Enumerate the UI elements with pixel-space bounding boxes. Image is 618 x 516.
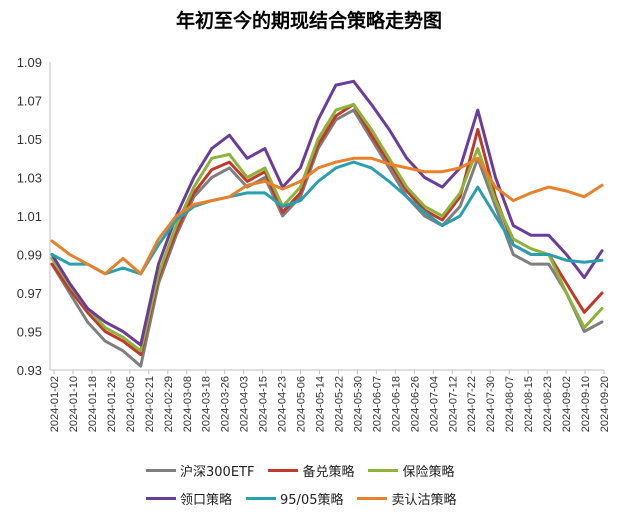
x-tick-label: 2024-01-18 bbox=[87, 376, 99, 432]
x-tick-label: 2024-08-07 bbox=[504, 376, 516, 432]
x-tick-label: 2024-07-22 bbox=[466, 376, 478, 432]
x-tick-label: 2024-05-14 bbox=[315, 376, 327, 432]
x-tick-label: 2024-08-23 bbox=[542, 376, 554, 432]
chart-title: 年初至今的期现结合策略走势图 bbox=[175, 10, 442, 32]
series-line-4 bbox=[50, 79, 604, 347]
y-tick-label: 0.95 bbox=[17, 325, 42, 340]
x-tick-label: 2024-03-08 bbox=[182, 376, 194, 432]
legend-row: 领口策略 95/05策略 卖认沽策略 bbox=[146, 488, 471, 508]
x-tick-label: 2024-04-23 bbox=[277, 376, 289, 432]
x-tick-label: 2024-05-22 bbox=[333, 376, 345, 432]
plot-area: 0.93 0.95 0.97 0.99 1.01 1.03 1.05 1.07 1.09 2024… bbox=[17, 55, 611, 432]
y-tick-label: 0.99 bbox=[17, 248, 42, 263]
x-tick-label: 2024-09-02 bbox=[561, 376, 573, 432]
legend-label: 领口策略 bbox=[180, 492, 233, 508]
x-tick-label: 2024-09-10 bbox=[580, 376, 592, 432]
y-tick-label: 1.01 bbox=[17, 209, 42, 224]
x-tick-label: 2024-06-07 bbox=[371, 376, 383, 432]
x-tick-label: 2024-04-15 bbox=[258, 376, 270, 432]
x-tick-label: 2024-02-29 bbox=[163, 376, 175, 432]
x-tick-label: 2024-04-03 bbox=[239, 376, 251, 432]
x-tick-label: 2024-03-26 bbox=[220, 376, 232, 432]
x-tick-label: 2024-05-06 bbox=[296, 376, 308, 432]
legend-label: 保险策略 bbox=[402, 464, 455, 480]
legend-swatch bbox=[357, 496, 388, 500]
x-tick-label: 2024-08-15 bbox=[523, 376, 535, 432]
legend-swatch bbox=[268, 468, 299, 472]
legend-label: 卖认沽策略 bbox=[391, 492, 457, 508]
legend-item: 保险策略 bbox=[368, 461, 454, 480]
legend-row: 沪深300ETF 备兑策略 保险策略 bbox=[146, 460, 468, 480]
legend-item: 备兑策略 bbox=[268, 461, 354, 480]
x-tick-label: 2024-02-21 bbox=[144, 376, 156, 432]
series-line-6 bbox=[50, 156, 604, 276]
legend-label: 沪深300ETF bbox=[180, 464, 255, 480]
legend-swatch bbox=[246, 496, 277, 500]
x-tick-label: 2024-07-30 bbox=[485, 376, 497, 432]
series-line-1 bbox=[50, 108, 604, 368]
x-tick-label: 2024-01-26 bbox=[106, 376, 118, 432]
x-tick-label: 2024-06-18 bbox=[390, 376, 402, 432]
x-tick-label: 2024-09-20 bbox=[599, 376, 611, 432]
x-tick-label: 2024-02-05 bbox=[125, 376, 137, 432]
legend-label: 95/05策略 bbox=[280, 492, 344, 508]
x-tick-label: 2024-05-30 bbox=[352, 376, 364, 432]
legend-item: 95/05策略 bbox=[246, 489, 343, 508]
legend-swatch bbox=[368, 468, 399, 472]
legend-item: 沪深300ETF bbox=[146, 461, 254, 480]
x-tick-label: 2024-01-02 bbox=[49, 376, 61, 432]
x-tick-label: 2024-06-26 bbox=[409, 376, 421, 432]
legend-item: 领口策略 bbox=[146, 489, 232, 508]
legend-swatch bbox=[146, 496, 176, 500]
y-tick-label: 1.09 bbox=[17, 55, 42, 70]
y-tick-label: 0.93 bbox=[17, 363, 42, 378]
y-tick-label: 1.05 bbox=[17, 132, 42, 147]
legend-swatch bbox=[146, 468, 176, 472]
x-tick-label: 2024-03-18 bbox=[201, 376, 213, 432]
y-tick-label: 0.97 bbox=[17, 286, 42, 301]
x-tick-label: 2024-07-04 bbox=[428, 376, 440, 432]
legend-label: 备兑策略 bbox=[302, 464, 355, 480]
legend-item: 卖认沽策略 bbox=[357, 489, 457, 508]
x-tick-label: 2024-01-10 bbox=[68, 376, 80, 432]
y-tick-label: 1.03 bbox=[17, 171, 42, 186]
y-tick-label: 1.07 bbox=[17, 94, 42, 109]
x-tick-label: 2024-07-12 bbox=[447, 376, 459, 432]
